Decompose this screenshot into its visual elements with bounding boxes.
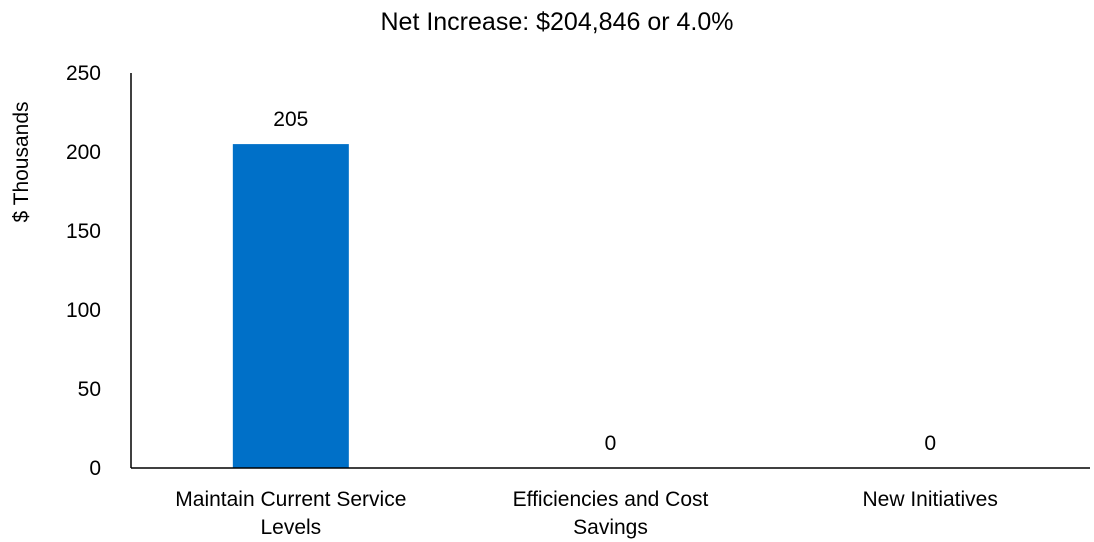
x-tick-label: New Initiatives xyxy=(862,488,997,511)
x-tick-label-line: Levels xyxy=(260,516,321,539)
bar xyxy=(232,144,349,468)
x-tick-label-line: New Initiatives xyxy=(862,488,997,511)
data-labels: 205 0 0 xyxy=(273,108,936,455)
x-tick-label: Maintain Current Service Levels xyxy=(175,488,406,539)
y-axis-ticks: 0 50 100 150 200 250 xyxy=(66,62,101,480)
x-axis-category-labels: Maintain Current Service Levels Efficienci… xyxy=(175,488,998,539)
y-tick-label: 0 xyxy=(89,457,101,480)
y-axis-label: $ Thousands xyxy=(10,101,33,222)
data-label: 0 xyxy=(924,432,936,455)
y-tick-label: 100 xyxy=(66,299,101,322)
x-tick-label: Efficiencies and Cost Savings xyxy=(513,488,709,539)
chart-title: Net Increase: $204,846 or 4.0% xyxy=(380,8,733,36)
y-tick-label: 50 xyxy=(78,378,101,401)
bars xyxy=(232,144,349,468)
y-tick-label: 150 xyxy=(66,220,101,243)
data-label: 205 xyxy=(273,108,308,131)
y-tick-label: 200 xyxy=(66,141,101,164)
x-tick-label-line: Savings xyxy=(573,516,648,539)
x-tick-label-line: Maintain Current Service xyxy=(175,488,406,511)
data-label: 0 xyxy=(605,432,617,455)
y-tick-label: 250 xyxy=(66,62,101,85)
x-tick-label-line: Efficiencies and Cost xyxy=(513,488,709,511)
